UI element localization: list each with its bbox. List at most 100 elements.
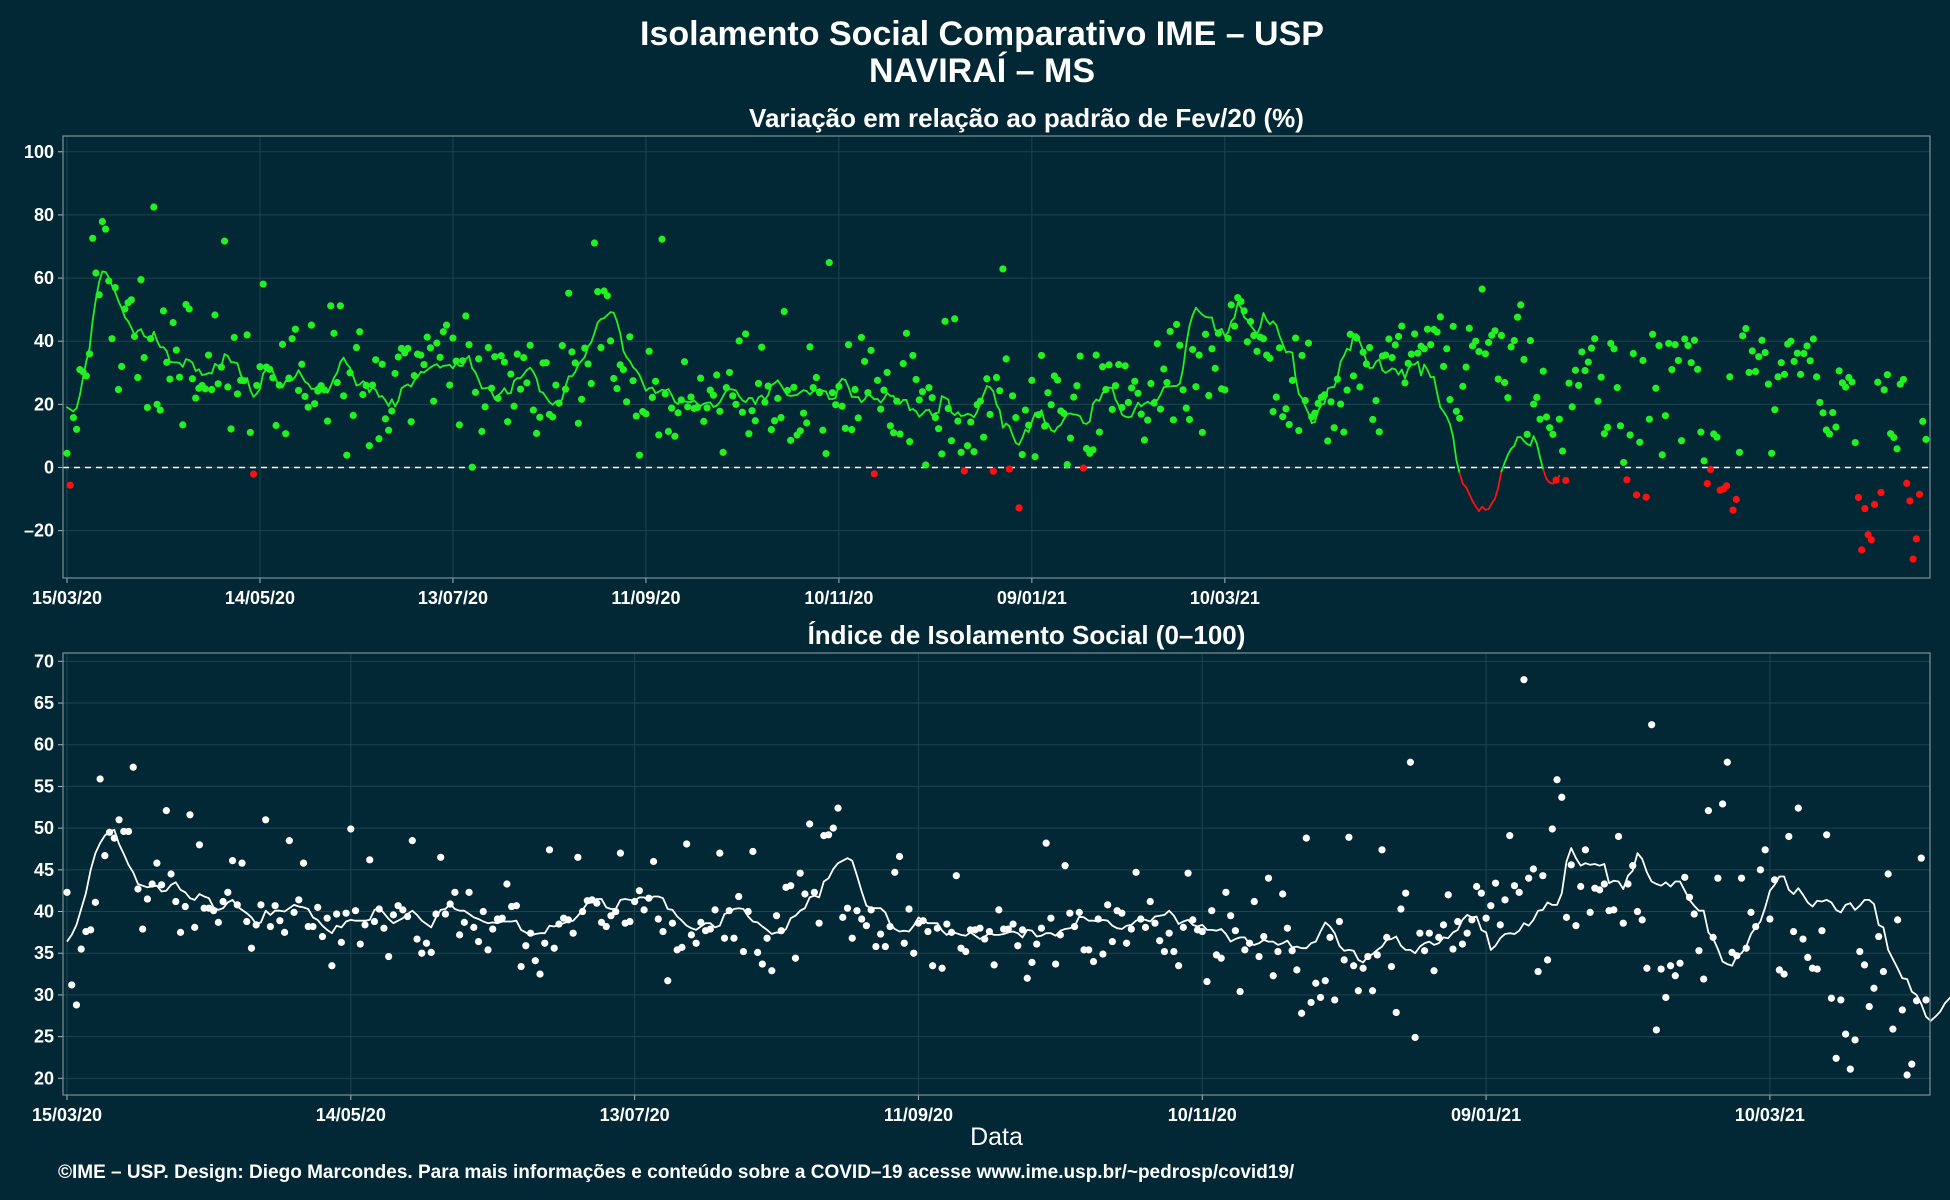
moving-average-segment — [140, 328, 146, 338]
daily-point — [1372, 396, 1380, 405]
daily-point — [1517, 301, 1525, 309]
daily-point — [1567, 861, 1575, 869]
daily-point — [399, 906, 407, 914]
y-tick-label: 35 — [34, 943, 54, 963]
moving-average-segment — [1503, 453, 1509, 464]
moving-average-segment — [75, 394, 81, 410]
daily-point — [1304, 339, 1313, 347]
daily-point — [929, 962, 937, 970]
moving-average-segment — [522, 369, 528, 376]
daily-point — [266, 922, 275, 931]
daily-point — [156, 406, 164, 414]
daily-point — [1089, 957, 1098, 966]
daily-point — [1037, 924, 1046, 932]
daily-point — [1685, 893, 1694, 901]
daily-point — [1912, 997, 1921, 1005]
daily-point — [783, 386, 792, 395]
daily-point — [1044, 389, 1052, 397]
daily-point — [886, 422, 894, 430]
daily-point — [1340, 428, 1348, 436]
daily-point — [1195, 351, 1203, 359]
moving-average-segment — [477, 379, 483, 390]
daily-point — [243, 917, 251, 926]
daily-point — [1909, 555, 1917, 563]
moving-average-segment — [635, 369, 641, 376]
daily-point — [366, 856, 374, 864]
daily-point — [323, 417, 332, 425]
daily-point — [899, 360, 907, 368]
daily-point — [801, 890, 809, 898]
moving-average-segment — [915, 410, 921, 418]
daily-point — [1723, 758, 1731, 766]
daily-point — [895, 852, 904, 861]
daily-point — [1320, 391, 1329, 399]
daily-point — [163, 358, 171, 366]
daily-point — [349, 411, 357, 420]
daily-point — [1208, 907, 1216, 915]
daily-point — [201, 385, 209, 393]
daily-point — [159, 307, 168, 315]
daily-point — [1295, 426, 1303, 435]
daily-point — [1761, 348, 1769, 357]
daily-point — [1523, 430, 1531, 438]
daily-point — [777, 414, 785, 422]
daily-point — [68, 981, 76, 989]
daily-point — [85, 350, 94, 358]
daily-point — [1473, 882, 1481, 891]
x-tick-label: 10/11/20 — [1168, 1105, 1237, 1125]
daily-point — [134, 885, 142, 893]
daily-point — [1073, 382, 1081, 390]
daily-point — [896, 430, 904, 438]
moving-average-segment — [1114, 398, 1120, 407]
moving-average-segment — [191, 361, 197, 372]
y-tick-label: 60 — [34, 268, 54, 288]
daily-point — [799, 409, 808, 417]
moving-average-segment — [1079, 415, 1085, 424]
daily-point — [1658, 451, 1666, 459]
daily-point — [1307, 998, 1315, 1007]
daily-point — [564, 916, 573, 924]
daily-point — [1468, 916, 1476, 924]
daily-point — [943, 920, 951, 928]
daily-point — [1079, 464, 1087, 472]
daily-point — [224, 383, 232, 391]
daily-point — [1018, 450, 1026, 459]
daily-point — [503, 880, 511, 888]
daily-point — [684, 403, 692, 411]
daily-point — [470, 923, 478, 931]
daily-point — [1394, 332, 1403, 341]
daily-point — [468, 463, 476, 471]
daily-point — [92, 269, 100, 277]
daily-point — [1616, 422, 1625, 430]
daily-point — [706, 925, 714, 933]
moving-average-segment — [722, 389, 728, 398]
daily-point — [758, 343, 766, 351]
daily-point — [812, 373, 820, 382]
daily-point — [828, 389, 837, 397]
daily-point — [333, 910, 341, 918]
daily-point — [568, 348, 576, 356]
daily-point — [664, 977, 672, 985]
daily-point — [791, 954, 800, 962]
daily-point — [1513, 313, 1522, 321]
daily-point — [510, 402, 518, 410]
daily-point — [732, 400, 740, 408]
daily-point — [1846, 1065, 1854, 1073]
daily-point — [1623, 476, 1631, 484]
daily-point — [1666, 962, 1675, 970]
daily-point — [343, 451, 351, 459]
daily-point — [607, 912, 615, 920]
x-tick-label: 14/05/20 — [316, 1105, 386, 1125]
daily-point — [1102, 385, 1110, 394]
daily-point — [139, 925, 147, 933]
daily-point — [320, 386, 328, 394]
daily-point — [858, 915, 866, 923]
y-tick-label: 55 — [34, 776, 54, 796]
daily-point — [1832, 1054, 1840, 1062]
daily-point — [1298, 351, 1306, 360]
daily-point — [1446, 396, 1454, 404]
daily-point — [1542, 413, 1551, 421]
daily-point — [69, 414, 78, 422]
daily-point — [1841, 383, 1850, 391]
daily-point — [629, 377, 637, 385]
